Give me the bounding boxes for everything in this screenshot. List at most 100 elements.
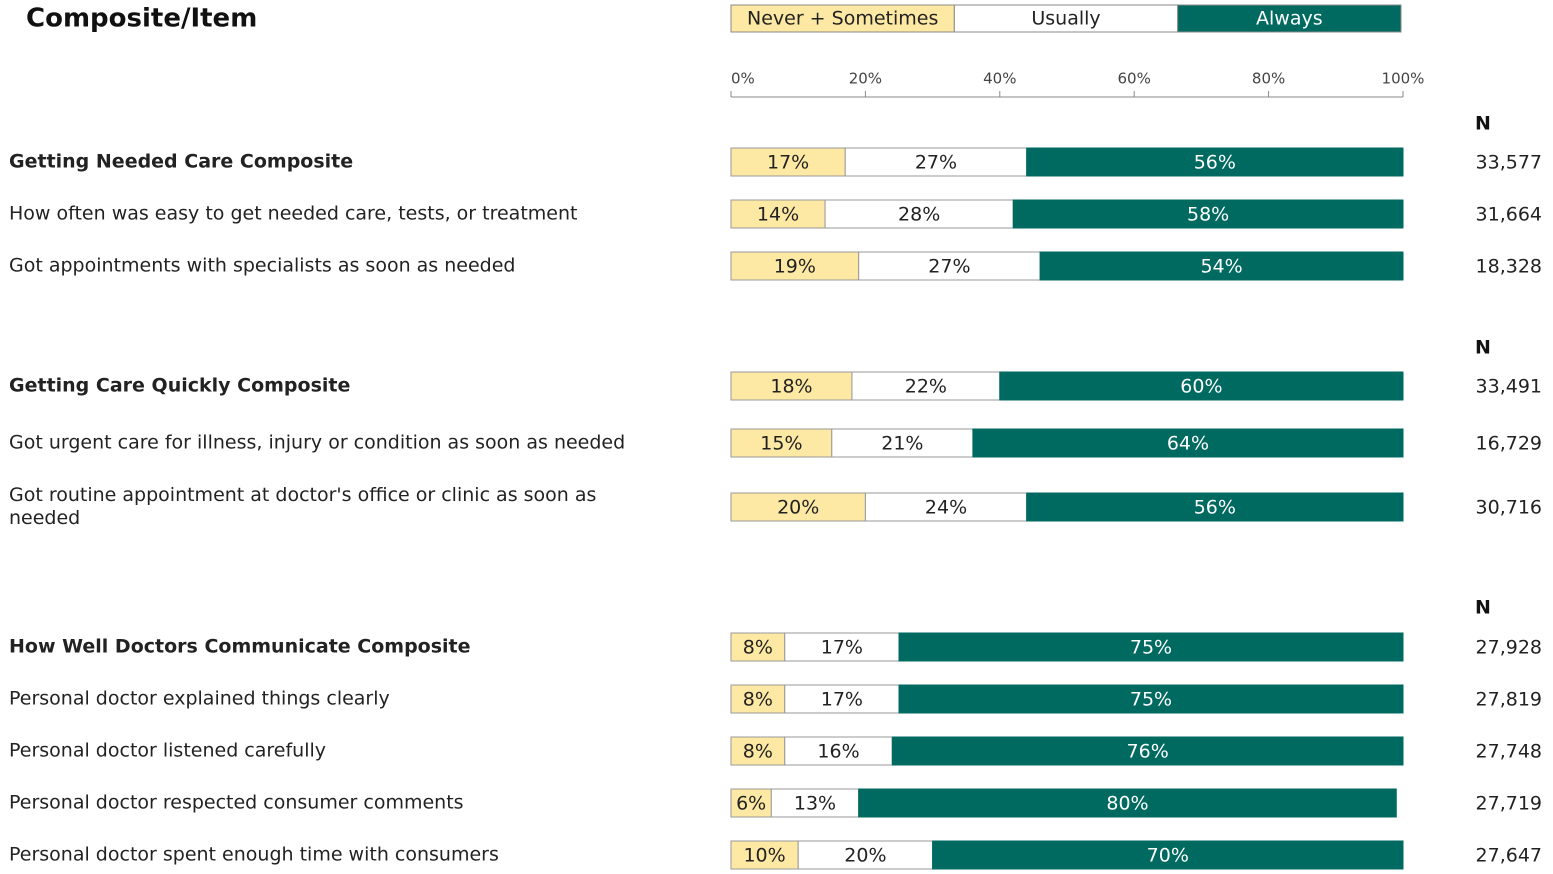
bar-segment bbox=[1026, 492, 1404, 522]
value-label: 17% bbox=[767, 152, 809, 174]
value-label: 19% bbox=[774, 256, 816, 278]
bar-segment bbox=[1012, 199, 1404, 229]
category-label: Personal doctor explained things clearly bbox=[9, 687, 390, 710]
category-label: How often was easy to get needed care, t… bbox=[9, 202, 578, 225]
bar-segment bbox=[784, 684, 900, 714]
legend-label: Always bbox=[1256, 8, 1323, 30]
category-label: Getting Care Quickly Composite bbox=[9, 374, 351, 397]
value-label: 6% bbox=[736, 793, 766, 815]
bar-segment bbox=[932, 840, 1404, 870]
value-label: 54% bbox=[1200, 256, 1242, 278]
category-label: Got urgent care for illness, injury or c… bbox=[9, 431, 626, 454]
bar-segment bbox=[730, 840, 799, 870]
legend-swatch bbox=[1177, 4, 1402, 33]
bar-segment bbox=[999, 371, 1404, 401]
category-label: How Well Doctors Communicate Composite bbox=[9, 635, 471, 658]
bar-segment bbox=[851, 371, 1001, 401]
category-label: Personal doctor respected consumer comme… bbox=[9, 791, 464, 814]
value-label: 22% bbox=[905, 376, 947, 398]
value-label: 8% bbox=[743, 637, 773, 659]
n-value: 33,491 bbox=[1476, 376, 1542, 398]
value-label: 20% bbox=[844, 845, 886, 867]
value-label: 56% bbox=[1194, 497, 1236, 519]
value-label: 75% bbox=[1130, 689, 1172, 711]
value-label: 8% bbox=[743, 689, 773, 711]
x-tick-label: 0% bbox=[731, 70, 755, 88]
category-label: Personal doctor listened carefully bbox=[9, 739, 326, 762]
n-header: N bbox=[1475, 337, 1491, 359]
bar-segment bbox=[730, 371, 853, 401]
n-value: 30,716 bbox=[1476, 497, 1542, 519]
bar-segment bbox=[898, 632, 1404, 662]
bar-segment bbox=[891, 736, 1404, 766]
value-label: 70% bbox=[1147, 845, 1189, 867]
legend-label: Never + Sometimes bbox=[747, 8, 938, 30]
bar-segment bbox=[858, 788, 1397, 818]
bar-segment bbox=[784, 736, 893, 766]
n-value: 27,719 bbox=[1476, 793, 1542, 815]
value-label: 64% bbox=[1167, 433, 1209, 455]
value-label: 58% bbox=[1187, 204, 1229, 226]
x-tick-label: 60% bbox=[1118, 70, 1151, 88]
value-label: 27% bbox=[915, 152, 957, 174]
value-label: 16% bbox=[817, 741, 859, 763]
legend-label: Usually bbox=[1031, 8, 1100, 30]
x-tick-label: 40% bbox=[983, 70, 1016, 88]
bar-segment bbox=[730, 147, 846, 177]
bar-segment bbox=[730, 492, 866, 522]
n-value: 27,647 bbox=[1476, 845, 1542, 867]
bar-segment bbox=[730, 736, 786, 766]
n-value: 18,328 bbox=[1476, 256, 1542, 278]
value-label: 28% bbox=[898, 204, 940, 226]
value-label: 18% bbox=[770, 376, 812, 398]
bar-segment bbox=[1026, 147, 1404, 177]
bar-segment bbox=[784, 632, 900, 662]
category-label: Got appointments with specialists as soo… bbox=[9, 254, 516, 277]
value-label: 60% bbox=[1180, 376, 1222, 398]
value-label: 17% bbox=[821, 689, 863, 711]
bar-segment bbox=[730, 199, 826, 229]
n-value: 27,928 bbox=[1476, 637, 1542, 659]
value-label: 75% bbox=[1130, 637, 1172, 659]
value-label: 14% bbox=[757, 204, 799, 226]
chart-title: Composite/Item bbox=[26, 4, 257, 34]
bar-segment bbox=[972, 428, 1404, 458]
n-header: N bbox=[1475, 597, 1491, 619]
value-label: 27% bbox=[928, 256, 970, 278]
bar-segment bbox=[898, 684, 1404, 714]
value-label: 17% bbox=[821, 637, 863, 659]
category-label: Getting Needed Care Composite bbox=[9, 150, 354, 173]
n-value: 31,664 bbox=[1476, 204, 1542, 226]
value-label: 15% bbox=[760, 433, 802, 455]
value-label: 10% bbox=[743, 845, 785, 867]
value-label: 21% bbox=[881, 433, 923, 455]
n-value: 33,577 bbox=[1476, 152, 1542, 174]
bar-segment bbox=[1039, 251, 1404, 281]
value-label: 80% bbox=[1106, 793, 1148, 815]
n-header: N bbox=[1475, 113, 1491, 135]
category-label: Personal doctor spent enough time with c… bbox=[9, 843, 499, 866]
x-tick-label: 80% bbox=[1252, 70, 1285, 88]
x-tick-label: 100% bbox=[1382, 70, 1425, 88]
bar-segment bbox=[831, 428, 974, 458]
bar-segment bbox=[730, 251, 860, 281]
bar-segment bbox=[858, 251, 1041, 281]
n-value: 27,819 bbox=[1476, 689, 1542, 711]
n-value: 27,748 bbox=[1476, 741, 1542, 763]
value-label: 76% bbox=[1127, 741, 1169, 763]
value-label: 8% bbox=[743, 741, 773, 763]
n-value: 16,729 bbox=[1476, 433, 1542, 455]
x-tick-label: 20% bbox=[849, 70, 882, 88]
value-label: 24% bbox=[925, 497, 967, 519]
bar-segment bbox=[864, 492, 1028, 522]
bar-segment bbox=[770, 788, 860, 818]
bar-segment bbox=[797, 840, 934, 870]
value-label: 20% bbox=[777, 497, 819, 519]
legend-swatch bbox=[730, 4, 955, 33]
value-label: 13% bbox=[794, 793, 836, 815]
category-label: Got routine appointment at doctor's offi… bbox=[9, 484, 597, 529]
bar-segment bbox=[844, 147, 1028, 177]
value-label: 56% bbox=[1194, 152, 1236, 174]
